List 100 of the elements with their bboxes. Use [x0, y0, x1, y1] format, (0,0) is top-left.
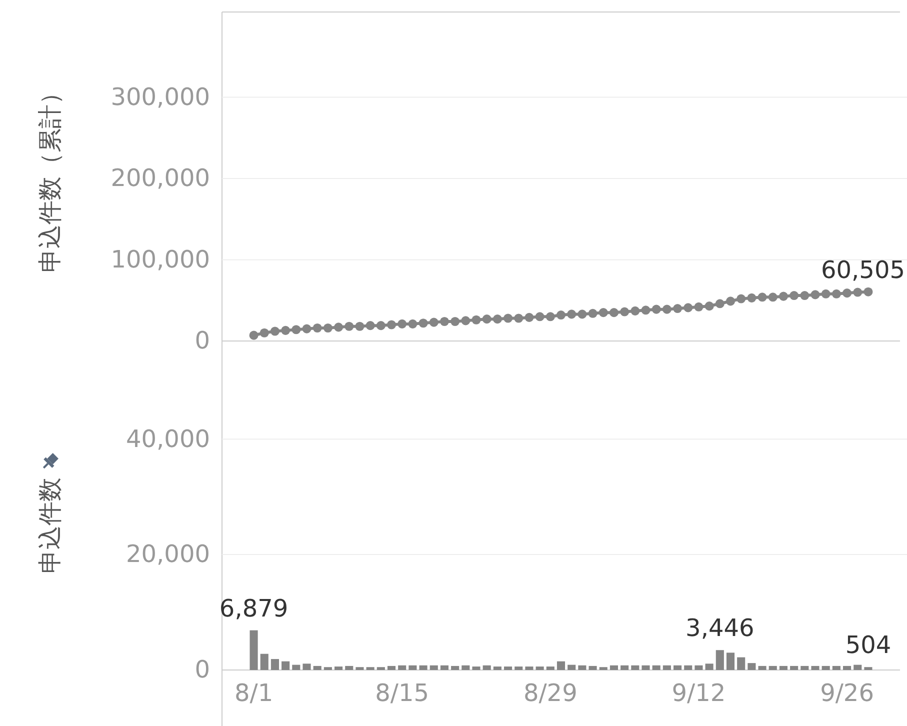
bar	[631, 665, 640, 670]
bar	[642, 665, 650, 670]
x-tick-label: 8/29	[523, 679, 578, 708]
point	[790, 291, 799, 300]
point	[292, 325, 301, 334]
point	[482, 314, 492, 324]
point	[461, 316, 470, 326]
bar	[726, 652, 735, 670]
point	[429, 318, 438, 327]
bar	[292, 664, 300, 670]
point	[398, 319, 407, 328]
bar	[694, 665, 703, 670]
point	[726, 296, 736, 306]
x-tick-label: 8/1	[234, 679, 274, 708]
bar	[250, 630, 258, 670]
bar	[462, 665, 470, 670]
y-tick-label: 100,000	[110, 245, 210, 274]
point	[598, 308, 608, 318]
point	[778, 292, 788, 301]
point	[758, 292, 767, 302]
y-tick-label: 0	[194, 326, 210, 355]
point	[694, 302, 704, 312]
point	[366, 321, 375, 330]
point	[736, 294, 746, 304]
point	[524, 312, 534, 322]
point	[662, 304, 672, 314]
point	[768, 292, 778, 302]
bar	[536, 666, 544, 670]
point	[418, 318, 428, 328]
point	[355, 322, 364, 331]
y-tick-label: 0	[194, 656, 210, 684]
point	[578, 310, 587, 319]
point	[842, 288, 852, 298]
bar	[610, 665, 618, 670]
bar	[482, 665, 491, 670]
point	[504, 314, 513, 323]
data-label: 3,446	[686, 614, 754, 642]
point	[260, 328, 269, 338]
point	[344, 322, 354, 331]
bar	[748, 663, 756, 670]
bar	[864, 667, 872, 670]
bar	[790, 666, 798, 670]
bar	[472, 666, 480, 670]
bar	[578, 665, 586, 670]
point	[620, 307, 630, 316]
point	[810, 290, 820, 300]
point	[249, 330, 258, 340]
bar	[419, 665, 428, 670]
point	[673, 304, 682, 314]
point	[535, 312, 544, 322]
bar	[822, 666, 830, 670]
bar	[260, 654, 268, 670]
y-tick-label: 20,000	[126, 540, 210, 568]
y-tick-label: 300,000	[110, 82, 210, 111]
point	[408, 319, 418, 328]
bar	[324, 667, 332, 670]
point	[546, 312, 555, 322]
point	[641, 306, 650, 315]
bar	[356, 667, 364, 670]
y-axis-title: 申込件数	[36, 478, 64, 574]
point	[334, 322, 344, 332]
bar	[599, 667, 608, 670]
bar	[843, 666, 852, 670]
y-tick-label: 200,000	[110, 164, 210, 192]
bar	[588, 666, 597, 670]
bar	[620, 665, 629, 670]
point	[704, 302, 714, 311]
bar	[832, 666, 840, 670]
point	[588, 308, 598, 318]
bar	[768, 666, 777, 670]
bar	[345, 666, 354, 670]
bar	[525, 666, 534, 670]
point	[567, 310, 576, 319]
bar	[270, 659, 279, 670]
data-label: 6,879	[219, 594, 288, 622]
point	[302, 324, 312, 334]
point	[514, 314, 524, 323]
bar	[282, 661, 290, 670]
point	[684, 303, 693, 312]
data-label: 504	[845, 631, 892, 660]
bar	[674, 665, 682, 670]
point	[800, 291, 810, 300]
point	[821, 289, 830, 298]
y-tick-label: 40,000	[126, 424, 210, 453]
bar	[451, 666, 460, 670]
point	[450, 317, 460, 326]
point	[630, 306, 640, 316]
point	[440, 317, 449, 326]
bar	[716, 650, 724, 670]
bar	[408, 665, 417, 670]
bar	[779, 666, 788, 670]
point	[832, 289, 841, 298]
bar	[493, 666, 502, 670]
bar	[514, 666, 523, 670]
bar	[800, 666, 809, 670]
bar	[758, 666, 766, 670]
data-label: 60,505	[821, 256, 905, 284]
bar	[684, 665, 692, 670]
bar	[504, 666, 512, 670]
bar	[652, 665, 660, 670]
